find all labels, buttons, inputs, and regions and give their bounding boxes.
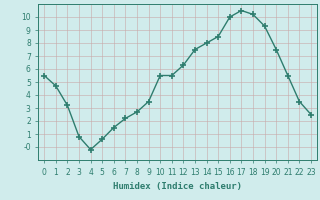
X-axis label: Humidex (Indice chaleur): Humidex (Indice chaleur)	[113, 182, 242, 191]
